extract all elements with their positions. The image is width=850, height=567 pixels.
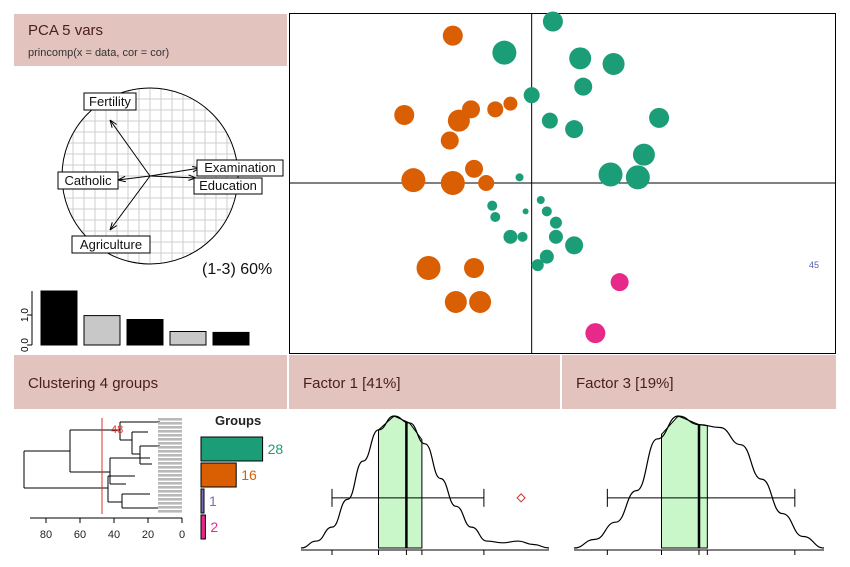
- eigenvalue-bar: [212, 331, 250, 346]
- dendrogram-tick: 40: [108, 529, 120, 541]
- groups-legend-title: Groups: [215, 413, 261, 428]
- variable-label: Education: [199, 178, 257, 193]
- eig-tick-1: 1.0: [20, 308, 31, 322]
- scatter-point: [649, 107, 670, 128]
- variable-label: Catholic: [65, 173, 112, 188]
- scatter-point: [444, 291, 467, 313]
- variable-label: Fertility: [89, 94, 131, 109]
- eigenvalue-bar: [40, 290, 78, 346]
- scores-scatter-chart: 45: [289, 11, 836, 354]
- scatter-point: [492, 40, 517, 65]
- scatter-point: [542, 11, 563, 32]
- scatter-point: [517, 231, 528, 242]
- clustering-header: Clustering 4 groups: [14, 355, 287, 409]
- scatter-point: [569, 47, 592, 70]
- variable-label: Agriculture: [80, 237, 142, 252]
- arrow-education: [149, 175, 197, 179]
- scatter-point: [464, 258, 485, 278]
- scatter-point: [541, 206, 552, 217]
- scatter-point: [531, 259, 544, 272]
- group-bar: [200, 462, 237, 488]
- factor1-density-chart: [300, 415, 550, 555]
- group-bar: [200, 514, 206, 540]
- scatter-point: [440, 171, 465, 195]
- scatter-point: [541, 112, 558, 129]
- dendrogram-tick: 80: [40, 529, 52, 541]
- scatter-point: [465, 159, 484, 178]
- scatter-point: [523, 87, 540, 104]
- arrow-examination: [149, 167, 201, 177]
- group-bar: [200, 488, 205, 514]
- scatter-point: [598, 162, 623, 187]
- outlier-marker: [516, 493, 526, 503]
- scatter-point: [574, 77, 593, 96]
- scatter-point: [536, 196, 545, 204]
- eigenvalue-bar: [169, 331, 207, 346]
- eigenvalue-bar: [126, 319, 164, 346]
- factor3-header: Factor 3 [19%]: [562, 355, 836, 409]
- group-count: 28: [268, 441, 284, 457]
- dendrogram-tick: 60: [74, 529, 86, 541]
- dendrogram-tick: 20: [142, 529, 154, 541]
- density-band: [661, 416, 708, 549]
- factor3-density-chart: [573, 415, 825, 555]
- clustering-title: Clustering 4 groups: [28, 375, 159, 392]
- scatter-point: [487, 200, 498, 211]
- eigenvalue-bar-chart: 0.0 1.0: [20, 290, 250, 352]
- scatter-point: [585, 323, 606, 344]
- group-count: 1: [209, 493, 217, 509]
- variable-label: Examination: [204, 160, 276, 175]
- correlation-circle-chart: Fertility Catholic Examination Education Agr…: [57, 87, 284, 278]
- pca-header: PCA 5 vars princomp(x = data, cor = cor): [14, 14, 287, 66]
- scatter-point: [565, 120, 584, 139]
- arrow-catholic: [117, 175, 151, 181]
- scatter-point: [401, 168, 426, 193]
- pca-title: PCA 5 vars: [28, 22, 104, 39]
- eigenvalue-bar: [83, 315, 121, 346]
- scatter-point: [440, 131, 459, 150]
- scatter-point: [503, 96, 518, 111]
- scatter-point: [416, 256, 441, 280]
- pca-subtitle: princomp(x = data, cor = cor): [28, 47, 170, 59]
- scatter-point: [625, 165, 650, 190]
- density-band: [378, 415, 423, 549]
- scatter-point: [610, 273, 629, 292]
- scatter-point: [442, 25, 463, 46]
- scatter-point: [469, 291, 492, 313]
- scatter-point: [394, 105, 415, 125]
- scatter-point: [447, 109, 470, 132]
- scatter-point: [549, 216, 562, 229]
- scatter-point: [487, 101, 504, 118]
- scatter-point: [490, 212, 501, 222]
- scatter-point: [522, 208, 529, 215]
- arrow-agriculture: [109, 175, 151, 231]
- group-count: 16: [241, 467, 257, 483]
- group-bar: [200, 436, 264, 462]
- eig-tick-0: 0.0: [20, 338, 31, 352]
- scatter-point: [515, 173, 524, 182]
- cut-label: 48: [111, 424, 123, 436]
- scatter-point: [565, 236, 584, 255]
- arrow-fertility: [109, 119, 151, 177]
- scatter-point-label: 45: [809, 260, 819, 270]
- scatter-point: [602, 53, 625, 75]
- dendrogram-chart: 48 80 60 40 20 0 Groups 28 16 1 2: [23, 413, 284, 541]
- group-count: 2: [210, 519, 218, 535]
- scatter-point: [632, 143, 655, 166]
- correlation-annotation: (1-3) 60%: [202, 261, 272, 278]
- scatter-point: [539, 249, 554, 264]
- density-curve: [300, 415, 550, 549]
- factor3-title: Factor 3 [19%]: [576, 375, 674, 392]
- scatter-point: [503, 229, 518, 244]
- density-curve: [573, 415, 825, 549]
- dendrogram-tick: 0: [179, 529, 185, 541]
- factor1-title: Factor 1 [41%]: [303, 375, 401, 392]
- scatter-point: [478, 175, 495, 191]
- factor1-header: Factor 1 [41%]: [289, 355, 560, 409]
- scatter-point: [548, 229, 563, 244]
